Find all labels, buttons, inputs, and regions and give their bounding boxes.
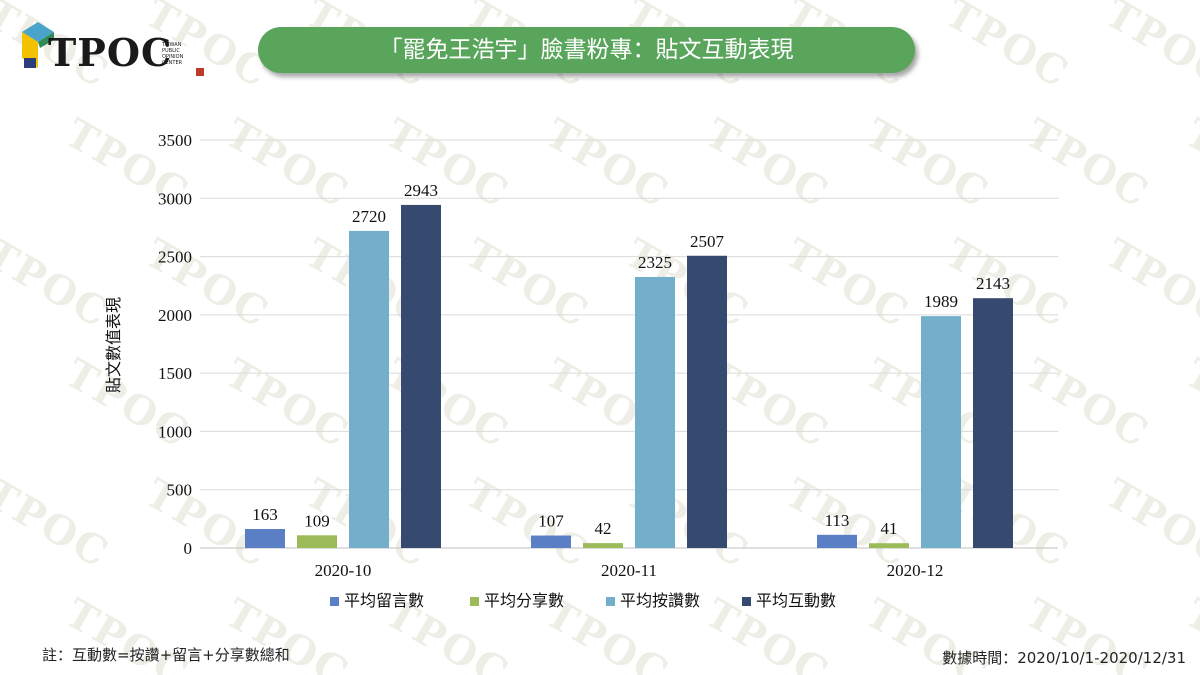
- bar: [245, 528, 285, 548]
- data-label: 41: [881, 519, 898, 538]
- logo-text: TPOC: [48, 30, 173, 75]
- bar: [973, 298, 1013, 548]
- y-tick-label: 0: [184, 539, 193, 558]
- bar: [817, 534, 857, 548]
- data-label: 2325: [638, 253, 672, 272]
- logo-mark-icon: [22, 22, 54, 68]
- x-tick-label: 2020-10: [315, 561, 372, 580]
- legend-label: 平均按讚數: [620, 591, 700, 610]
- y-tick-label: 500: [167, 481, 193, 500]
- logo-accent-icon: [196, 68, 204, 76]
- bar: [921, 316, 961, 548]
- legend-swatch: [330, 597, 339, 606]
- legend-label: 平均留言數: [344, 591, 424, 610]
- logo-subtitle: TAIWAN PUBLIC OPINION CENTER: [162, 42, 184, 66]
- tpoc-logo: TPOC TAIWAN PUBLIC OPINION CENTER: [18, 18, 204, 84]
- data-label: 2943: [404, 181, 438, 200]
- legend-label: 平均互動數: [756, 591, 836, 610]
- data-label: 107: [538, 512, 564, 531]
- data-label: 1989: [924, 292, 958, 311]
- y-tick-label: 3500: [158, 131, 192, 150]
- bar: [297, 535, 337, 548]
- bar: [635, 276, 675, 548]
- data-label: 42: [595, 519, 612, 538]
- data-date-range: 數據時間：2020/10/1-2020/12/31: [942, 649, 1186, 667]
- data-label: 2143: [976, 274, 1010, 293]
- data-label: 2507: [690, 232, 725, 251]
- y-tick-label: 2000: [158, 306, 192, 325]
- x-tick-label: 2020-12: [887, 561, 944, 580]
- legend-swatch: [606, 597, 615, 606]
- chart-title-banner: 「罷免王浩宇」臉書粉專：貼文互動表現: [258, 27, 915, 73]
- legend-swatch: [742, 597, 751, 606]
- data-label: 163: [252, 505, 278, 524]
- bar: [349, 230, 389, 548]
- legend-label: 平均分享數: [484, 591, 564, 610]
- data-label: 2720: [352, 207, 386, 226]
- footnote: 註：互動數=按讚+留言+分享數總和: [42, 646, 290, 664]
- bar: [531, 535, 571, 548]
- bar: [583, 543, 623, 548]
- bar: [401, 204, 441, 548]
- data-label: 109: [304, 511, 330, 530]
- y-tick-label: 2500: [158, 248, 192, 267]
- legend-swatch: [470, 597, 479, 606]
- bar: [687, 255, 727, 548]
- y-tick-label: 3000: [158, 189, 192, 208]
- x-tick-label: 2020-11: [601, 561, 657, 580]
- y-tick-label: 1500: [158, 364, 192, 383]
- data-label: 113: [825, 511, 850, 530]
- y-tick-label: 1000: [158, 422, 192, 441]
- bar: [869, 543, 909, 548]
